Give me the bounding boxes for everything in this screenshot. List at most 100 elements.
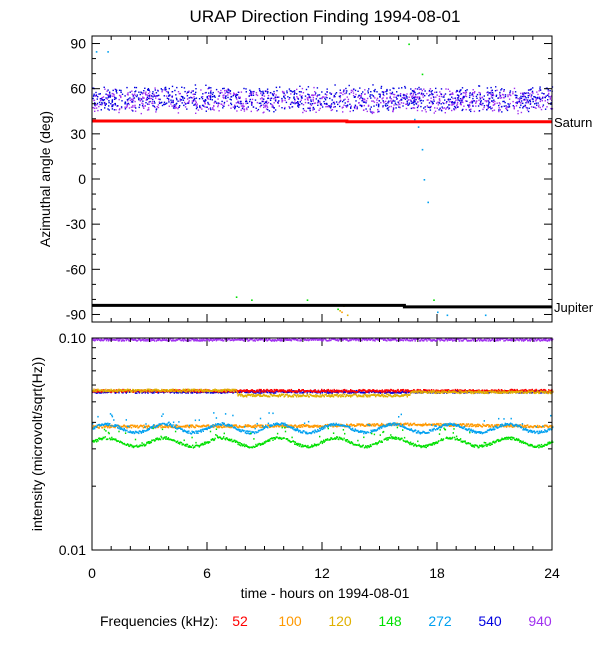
data-point xyxy=(334,106,336,108)
data-point xyxy=(237,391,239,393)
data-point xyxy=(167,426,170,429)
data-point xyxy=(316,338,318,340)
data-point xyxy=(132,389,135,391)
data-point xyxy=(479,101,482,103)
data-point xyxy=(238,424,241,427)
data-point xyxy=(134,338,137,341)
data-point xyxy=(330,109,332,112)
data-point xyxy=(150,97,153,100)
data-point xyxy=(252,393,254,396)
data-point xyxy=(504,101,506,104)
data-point xyxy=(212,91,214,94)
data-point xyxy=(499,95,501,97)
data-point xyxy=(281,338,283,340)
data-point xyxy=(230,107,232,109)
data-point xyxy=(436,390,438,393)
data-point xyxy=(468,96,471,99)
data-point xyxy=(354,96,356,98)
data-point xyxy=(140,98,143,100)
data-point xyxy=(286,92,288,94)
data-point xyxy=(342,339,344,342)
data-point xyxy=(93,99,96,102)
data-point xyxy=(116,92,118,94)
data-point xyxy=(298,103,301,106)
data-point xyxy=(218,389,220,391)
data-point xyxy=(363,101,365,103)
data-point xyxy=(478,85,481,87)
data-point xyxy=(169,390,172,392)
data-point xyxy=(233,390,235,393)
data-point xyxy=(449,93,451,96)
data-point xyxy=(529,99,531,102)
data-point xyxy=(369,110,372,112)
data-point xyxy=(124,103,126,105)
data-point xyxy=(435,392,437,395)
data-point xyxy=(264,390,266,393)
data-point xyxy=(239,393,241,396)
data-point xyxy=(353,106,356,108)
data-point xyxy=(205,110,207,112)
data-point xyxy=(304,95,307,97)
data-point xyxy=(201,391,204,393)
data-point xyxy=(391,93,393,95)
data-point xyxy=(273,340,275,342)
data-point xyxy=(539,98,542,101)
data-point xyxy=(315,339,317,341)
data-point xyxy=(235,97,237,99)
data-point xyxy=(129,91,131,93)
data-point xyxy=(93,93,95,95)
data-point xyxy=(327,388,329,391)
data-point xyxy=(399,390,401,393)
data-point xyxy=(297,104,299,106)
data-point xyxy=(209,94,212,96)
data-point xyxy=(312,106,315,109)
data-point xyxy=(249,389,252,392)
data-point xyxy=(129,389,131,392)
data-point xyxy=(205,84,207,86)
data-point xyxy=(213,95,216,97)
data-point xyxy=(254,340,256,342)
data-point xyxy=(135,390,137,392)
data-point xyxy=(354,105,356,108)
data-point xyxy=(118,391,120,394)
data-point xyxy=(132,95,134,97)
data-point xyxy=(328,390,331,393)
data-point xyxy=(134,389,137,391)
data-point xyxy=(104,103,106,105)
data-point xyxy=(148,96,151,98)
data-point xyxy=(365,108,367,110)
data-point xyxy=(448,107,451,109)
data-point xyxy=(546,337,548,340)
data-point xyxy=(159,425,162,427)
data-point xyxy=(143,424,145,427)
data-point xyxy=(477,390,479,392)
data-point xyxy=(101,389,103,391)
data-point xyxy=(417,126,420,128)
data-point xyxy=(316,390,318,393)
data-point xyxy=(310,337,312,340)
data-point xyxy=(287,96,289,98)
data-point xyxy=(503,89,505,91)
data-point xyxy=(370,106,372,108)
data-point xyxy=(401,97,404,99)
data-point xyxy=(538,96,541,98)
data-point xyxy=(422,94,424,96)
data-point xyxy=(106,425,108,428)
data-point xyxy=(332,395,335,398)
data-point xyxy=(271,106,273,108)
data-point xyxy=(496,338,499,340)
data-point xyxy=(547,90,549,92)
data-point xyxy=(406,96,408,98)
data-point xyxy=(436,107,438,109)
data-point xyxy=(422,337,424,340)
data-point xyxy=(230,389,233,392)
data-point xyxy=(238,426,240,428)
data-point xyxy=(530,106,533,108)
data-point xyxy=(509,339,512,342)
data-point xyxy=(187,101,190,103)
data-point xyxy=(445,389,447,391)
data-point xyxy=(535,99,537,101)
data-point xyxy=(104,390,106,393)
series-540-khz xyxy=(92,84,554,113)
data-point xyxy=(463,389,465,392)
